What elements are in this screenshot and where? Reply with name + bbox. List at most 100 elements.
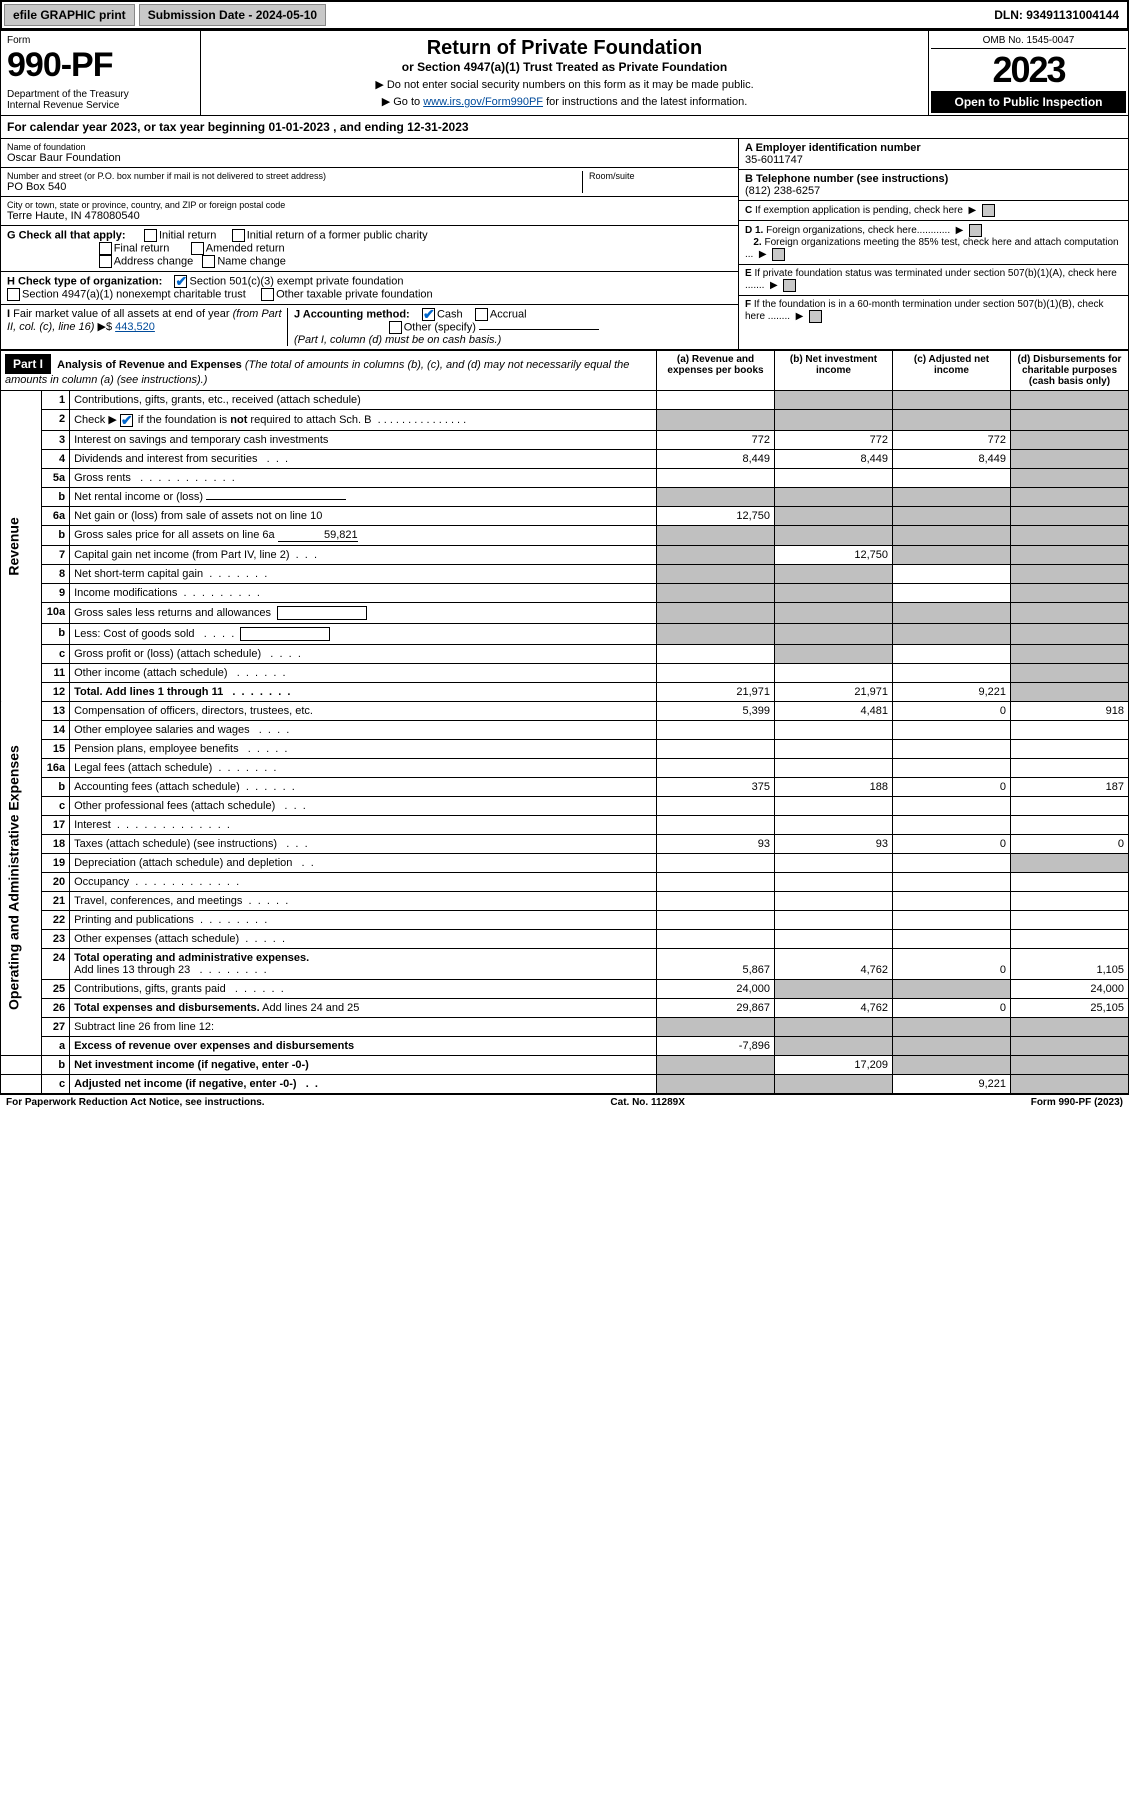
phone-cell: B Telephone number (see instructions) (8… xyxy=(739,170,1128,201)
amended-return-checkbox[interactable] xyxy=(191,242,204,255)
row-22: 22 Printing and publications . . . . . .… xyxy=(1,910,1129,929)
val-b xyxy=(775,644,893,663)
val-d xyxy=(1011,815,1129,834)
efile-print-button[interactable]: efile GRAPHIC print xyxy=(4,4,135,26)
c-checkbox[interactable] xyxy=(982,204,995,217)
row-13: Operating and Administrative Expenses 13… xyxy=(1,701,1129,720)
val-a: 772 xyxy=(657,430,775,449)
val-b xyxy=(775,853,893,872)
city-state-zip: Terre Haute, IN 478080540 xyxy=(7,210,732,222)
501c3-checkbox[interactable] xyxy=(174,275,187,288)
val-a xyxy=(657,545,775,564)
other-method-checkbox[interactable] xyxy=(389,321,402,334)
form-label: Form xyxy=(7,35,194,46)
val-b xyxy=(775,1074,893,1093)
tax-year: 2023 xyxy=(931,49,1126,91)
j-other: Other (specify) xyxy=(404,321,476,333)
other-specify-field[interactable] xyxy=(479,329,599,330)
other-taxable-checkbox[interactable] xyxy=(261,288,274,301)
val-b xyxy=(775,815,893,834)
line-num: 15 xyxy=(42,739,70,758)
row-10c: c Gross profit or (loss) (attach schedul… xyxy=(1,644,1129,663)
val-c xyxy=(893,1017,1011,1036)
line-num: 19 xyxy=(42,853,70,872)
val-a xyxy=(657,1055,775,1074)
line-desc: Net rental income or (loss) xyxy=(70,487,657,506)
row-10a: 10a Gross sales less returns and allowan… xyxy=(1,602,1129,623)
city-label: City or town, state or province, country… xyxy=(7,200,732,210)
val-a xyxy=(657,1017,775,1036)
part1-table: Part I Analysis of Revenue and Expenses … xyxy=(0,350,1129,1094)
line-desc: Capital gain net income (from Part IV, l… xyxy=(70,545,657,564)
val-b xyxy=(775,758,893,777)
line-desc: Less: Cost of goods sold . . . . xyxy=(70,623,657,644)
d1-checkbox[interactable] xyxy=(969,224,982,237)
row-16b: b Accounting fees (attach schedule) . . … xyxy=(1,777,1129,796)
irs-link[interactable]: www.irs.gov/Form990PF xyxy=(423,96,543,108)
initial-return-checkbox[interactable] xyxy=(144,229,157,242)
fmv-value[interactable]: 443,520 xyxy=(115,321,155,333)
address-change-checkbox[interactable] xyxy=(99,255,112,268)
line-num: b xyxy=(42,623,70,644)
val-c xyxy=(893,891,1011,910)
line-num: 7 xyxy=(42,545,70,564)
header-left: Form 990-PF Department of the TreasuryIn… xyxy=(1,31,201,115)
expenses-side-label: Operating and Administrative Expenses xyxy=(1,701,42,1055)
line-desc: Check ▶ if the foundation is not require… xyxy=(70,410,657,431)
val-a: 5,399 xyxy=(657,701,775,720)
row-19: 19 Depreciation (attach schedule) and de… xyxy=(1,853,1129,872)
accrual-checkbox[interactable] xyxy=(475,308,488,321)
val-d xyxy=(1011,525,1129,545)
e-checkbox[interactable] xyxy=(783,279,796,292)
row-25: 25 Contributions, gifts, grants paid . .… xyxy=(1,979,1129,998)
row-12: 12 Total. Add lines 1 through 11 . . . .… xyxy=(1,682,1129,701)
d2-checkbox[interactable] xyxy=(772,248,785,261)
val-c: 0 xyxy=(893,998,1011,1017)
val-d xyxy=(1011,1036,1129,1055)
val-c xyxy=(893,1055,1011,1074)
line-desc: Other professional fees (attach schedule… xyxy=(70,796,657,815)
val-a xyxy=(657,410,775,431)
val-d xyxy=(1011,583,1129,602)
line-desc: Total. Add lines 1 through 11 . . . . . … xyxy=(70,682,657,701)
line-num: 17 xyxy=(42,815,70,834)
a-label: A Employer identification number xyxy=(745,142,1122,154)
val-b: 21,971 xyxy=(775,682,893,701)
col-a-header: (a) Revenue and expenses per books xyxy=(657,351,775,391)
line-desc: Occupancy . . . . . . . . . . . . xyxy=(70,872,657,891)
info-block: Name of foundation Oscar Baur Foundation… xyxy=(0,139,1129,350)
line-num: 16a xyxy=(42,758,70,777)
4947-checkbox[interactable] xyxy=(7,288,20,301)
val-a: 12,750 xyxy=(657,506,775,525)
val-d xyxy=(1011,758,1129,777)
val-c xyxy=(893,663,1011,682)
val-c xyxy=(893,929,1011,948)
val-a xyxy=(657,602,775,623)
val-a xyxy=(657,525,775,545)
addr-label: Number and street (or P.O. box number if… xyxy=(7,171,582,181)
initial-public-checkbox[interactable] xyxy=(232,229,245,242)
line-desc: Interest . . . . . . . . . . . . . xyxy=(70,815,657,834)
b-label: B Telephone number (see instructions) xyxy=(745,173,1122,185)
f-checkbox[interactable] xyxy=(809,310,822,323)
row-27c: c Adjusted net income (if negative, ente… xyxy=(1,1074,1129,1093)
final-return-checkbox[interactable] xyxy=(99,242,112,255)
val-a xyxy=(657,487,775,506)
val-b: 12,750 xyxy=(775,545,893,564)
line-num: c xyxy=(42,644,70,663)
g-opt-4: Address change xyxy=(114,255,194,267)
val-c xyxy=(893,739,1011,758)
h-label: H Check type of organization: xyxy=(7,275,162,287)
col-b-header: (b) Net investment income xyxy=(775,351,893,391)
line-desc: Net short-term capital gain . . . . . . … xyxy=(70,564,657,583)
cogs-box xyxy=(240,627,330,641)
schb-checkbox[interactable] xyxy=(120,414,133,427)
col-d-header: (d) Disbursements for charitable purpose… xyxy=(1011,351,1129,391)
val-c xyxy=(893,720,1011,739)
cash-checkbox[interactable] xyxy=(422,308,435,321)
line-num: 3 xyxy=(42,430,70,449)
val-b: 4,762 xyxy=(775,998,893,1017)
val-d xyxy=(1011,663,1129,682)
name-change-checkbox[interactable] xyxy=(202,255,215,268)
val-d xyxy=(1011,891,1129,910)
